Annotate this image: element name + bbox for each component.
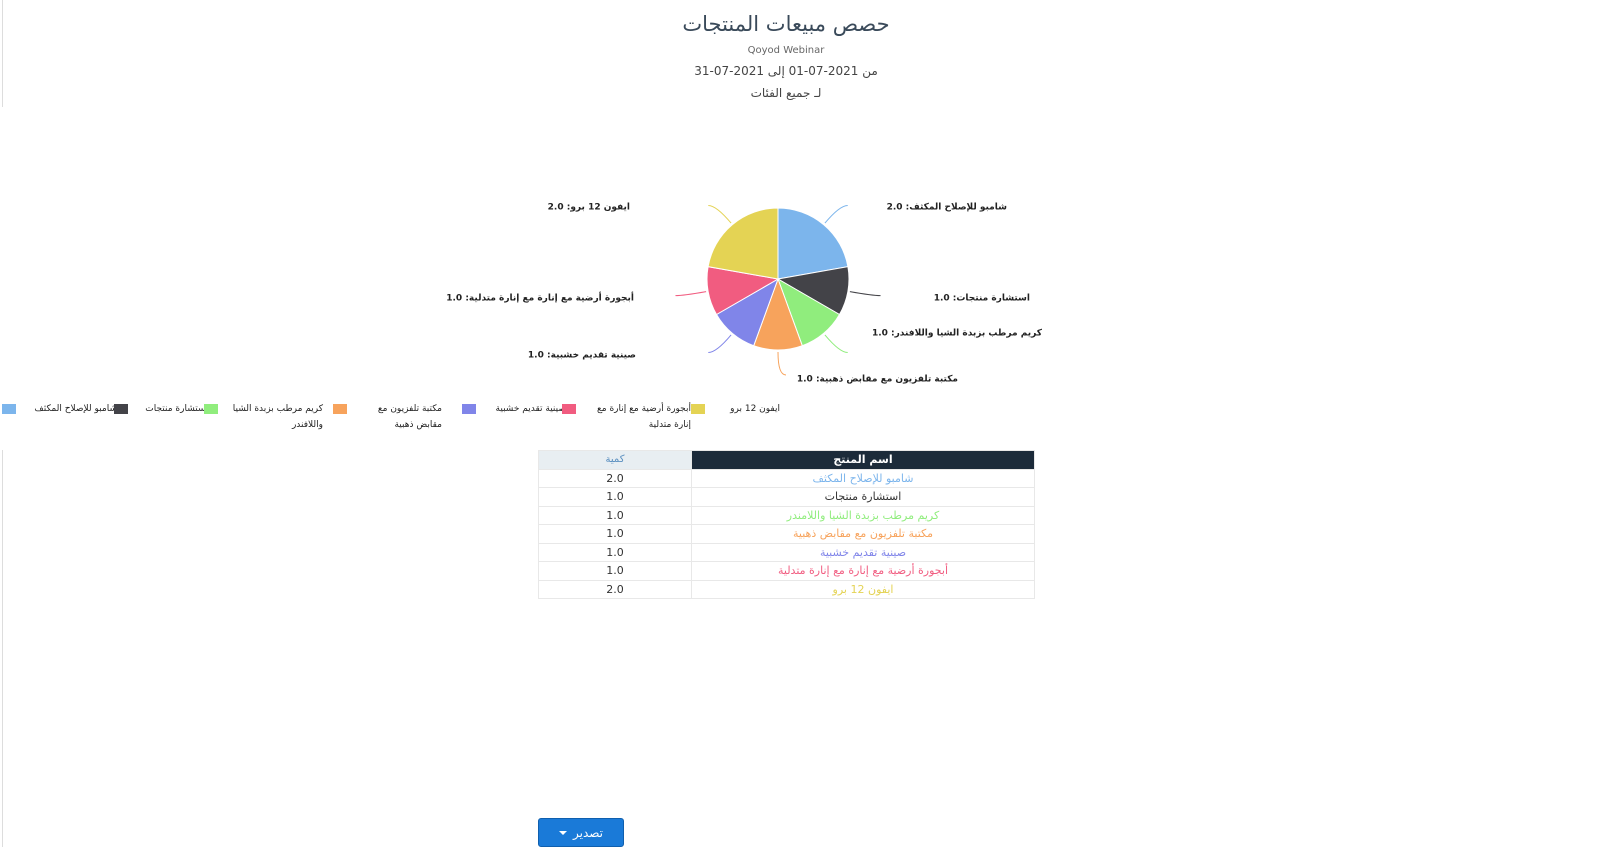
- category-filter: لـ جميع الفئات: [750, 86, 822, 100]
- table-header: اسم المنتج كمية: [538, 450, 1035, 470]
- connector: [824, 204, 848, 224]
- header-cell: اسم المنتج: [691, 450, 1035, 470]
- quantity: 2.0: [538, 579, 692, 599]
- connector: [675, 291, 707, 297]
- quantity: 1.0: [538, 505, 692, 525]
- product-name: شامبو للإصلاح المكثف: [691, 468, 1035, 488]
- legend-item: أبجورة أرضية مع إنارة مع إنارة متدلية: [562, 404, 691, 433]
- quantity: 1.0: [538, 487, 692, 507]
- data-label: استشارة منتجات: 1.0: [934, 294, 1030, 304]
- legend-item: كريم مرطب بزبدة الشيا واللافندر: [204, 404, 323, 433]
- quantity: 1.0: [538, 561, 692, 581]
- quantity: 1.0: [538, 524, 692, 544]
- pie-slice: [777, 207, 849, 280]
- connector: [849, 291, 881, 297]
- legend-item: صينية تقديم خشبية: [462, 404, 566, 417]
- legend-label: ايفون 12 برو: [730, 404, 780, 414]
- legend-swatch: [2, 404, 16, 414]
- product-name: استشارة منتجات: [691, 487, 1035, 507]
- border-line: [2, 450, 3, 847]
- product-name: مكتبة تلفزيون مع مقابض ذهبية: [691, 524, 1035, 544]
- legend-label: كريم مرطب بزبدة الشيا واللافندر: [232, 404, 323, 430]
- legend-item: شامبو للإصلاح المكثف: [2, 404, 117, 417]
- subtitle: Qoyod Webinar: [747, 45, 825, 56]
- legend-swatch: [462, 404, 476, 414]
- quantity: 2.0: [538, 468, 692, 488]
- product-name: كريم مرطب بزبدة الشيا واللامندر: [691, 505, 1035, 525]
- border-line: [2, 0, 3, 107]
- data-label: صينية تقديم خشبية: 1.0: [528, 351, 636, 361]
- date-range: من 2021-07-01 إلى 2021-07-31: [694, 64, 878, 78]
- legend-swatch: [562, 404, 576, 414]
- data-label: كريم مرطب بزبدة الشيا واللافندر: 1.0: [872, 329, 1043, 339]
- legend-swatch: [691, 404, 705, 414]
- caret-icon: [559, 830, 567, 835]
- button-label: تصدير: [573, 825, 604, 840]
- connector: [824, 334, 848, 354]
- pie-chart: شامبو للإصلاح المكثف: 2.0 استشارة منتجات:…: [446, 203, 1043, 385]
- legend-item: استشارة منتجات: [114, 404, 208, 417]
- table-row: كريم مرطب بزبدة الشيا واللامندر 1.0: [538, 505, 1035, 525]
- legend-label: استشارة منتجات: [145, 404, 208, 414]
- connector: [708, 334, 732, 354]
- data-label: أبجورة أرضية مع إنارة مع إنارة متدلية: 1…: [446, 292, 634, 304]
- legend-label: أبجورة أرضية مع إنارة مع إنارة متدلية: [596, 404, 691, 430]
- legend-item: ايفون 12 برو: [691, 404, 780, 417]
- product-name: صينية تقديم خشبية: [691, 542, 1035, 562]
- legend-item: مكتبة تلفزيون مع مقابض ذهبية: [333, 404, 442, 433]
- legend-swatch: [114, 404, 128, 414]
- legend-label: شامبو للإصلاح المكثف: [34, 404, 117, 414]
- legend-swatch: [333, 404, 347, 414]
- data-label: شامبو للإصلاح المكثف: 2.0: [887, 203, 1008, 213]
- data-label: مكتبة تلفزيون مع مقابض ذهبية: 1.0: [797, 375, 958, 385]
- legend-label: مكتبة تلفزيون مع مقابض ذهبية: [377, 404, 442, 430]
- table-row: أبجورة أرضية مع إنارة مع إنارة متدلية 1.0: [538, 561, 1035, 581]
- table-row: استشارة منتجات 1.0: [538, 487, 1035, 507]
- export-button[interactable]: تصدير: [538, 818, 624, 847]
- product-name: ايفون 12 برو: [691, 579, 1035, 599]
- table-body: شامبو للإصلاح المكثف 2.0 استشارة منتجات 1.0…: [538, 468, 1035, 599]
- product-name: أبجورة أرضية مع إنارة مع إنارة متدلية: [691, 561, 1035, 581]
- table-row: صينية تقديم خشبية 1.0: [538, 542, 1035, 562]
- table-row: شامبو للإصلاح المكثف 2.0: [538, 468, 1035, 488]
- connector: [708, 204, 732, 224]
- legend-label: صينية تقديم خشبية: [495, 404, 566, 414]
- title: حصص مبيعات المنتجات: [682, 12, 890, 36]
- legend-swatch: [204, 404, 218, 414]
- table-row: ايفون 12 برو 2.0: [538, 579, 1035, 599]
- quantity: 1.0: [538, 542, 692, 562]
- product-table: اسم المنتج كمية شامبو للإصلاح المكثف 2.0 ا…: [538, 450, 1035, 599]
- connector: [777, 351, 787, 376]
- table-row: مكتبة تلفزيون مع مقابض ذهبية 1.0: [538, 524, 1035, 544]
- header-cell: كمية: [538, 450, 692, 470]
- pie-slice: [707, 207, 779, 280]
- data-label: ايفون 12 برو: 2.0: [548, 203, 630, 213]
